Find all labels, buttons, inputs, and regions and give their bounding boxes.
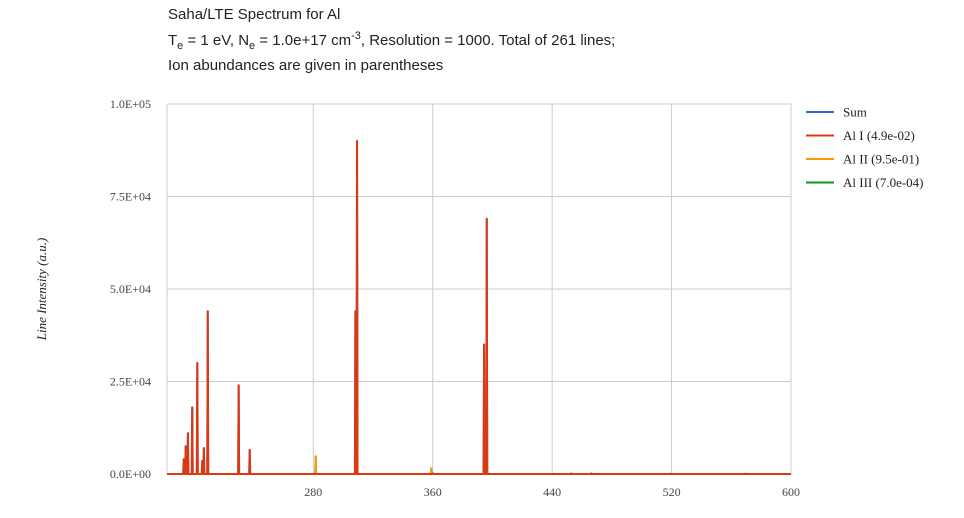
series-al-i [167,140,791,475]
ne-subscript: e [249,39,256,52]
x-tick-label: 360 [424,485,442,499]
title-tail: , Resolution = 1000. Total of 261 lines; [360,31,616,49]
ne-superscript: -3 [351,29,361,42]
legend-item[interactable]: Al III (7.0e-04) [806,175,924,190]
x-tick-label: 600 [782,485,800,499]
chart-title: Saha/LTE Spectrum for Al Te = 1 eV, Ne =… [168,5,615,77]
series-al-ii [167,455,791,475]
legend-label: Al I (4.9e-02) [843,128,915,143]
grid [166,103,792,475]
legend-item[interactable]: Sum [806,105,867,120]
legend-item[interactable]: Al I (4.9e-02) [806,128,915,143]
title-line-2: Te = 1 eV, Ne = 1.0e+17 cm-3, Resolution… [168,26,615,57]
plot-area [167,140,791,475]
legend-label: Al III (7.0e-04) [843,175,924,190]
y-tick-label: 2.5E+04 [110,375,151,389]
title-line-3: Ion abundances are given in parentheses [168,57,444,74]
series-line [167,140,791,475]
x-tick-label: 440 [543,485,561,499]
x-tick-label: 520 [663,485,681,499]
te-symbol: T [168,31,178,49]
ne-value: = 1.0e+17 cm [255,31,352,49]
x-tick-label: 280 [304,485,322,499]
y-tick-label: 7.5E+04 [110,190,151,204]
legend[interactable]: Sum Al I (4.9e-02) Al II (9.5e-01) Al III (… [806,105,924,191]
te-value: = 1 eV, N [183,31,250,49]
y-tick-label: 5.0E+04 [110,282,151,296]
y-tick-label: 0.0E+00 [110,467,151,481]
y-tick-label: 1.0E+05 [110,97,151,111]
x-tick-labels: 280 360 440 520 600 [304,485,800,499]
te-subscript: e [177,39,184,52]
y-axis-label: Line Intensity (a.u.) [34,238,49,342]
y-tick-labels: 0.0E+00 2.5E+04 5.0E+04 7.5E+04 1.0E+05 [110,97,151,481]
series-line [167,140,791,475]
legend-item[interactable]: Al II (9.5e-01) [806,152,919,167]
title-line-1: Saha/LTE Spectrum for Al [168,6,341,23]
series-line [167,455,791,475]
series-sum [167,140,791,475]
legend-label: Sum [843,105,867,120]
legend-label: Al II (9.5e-01) [843,152,919,167]
